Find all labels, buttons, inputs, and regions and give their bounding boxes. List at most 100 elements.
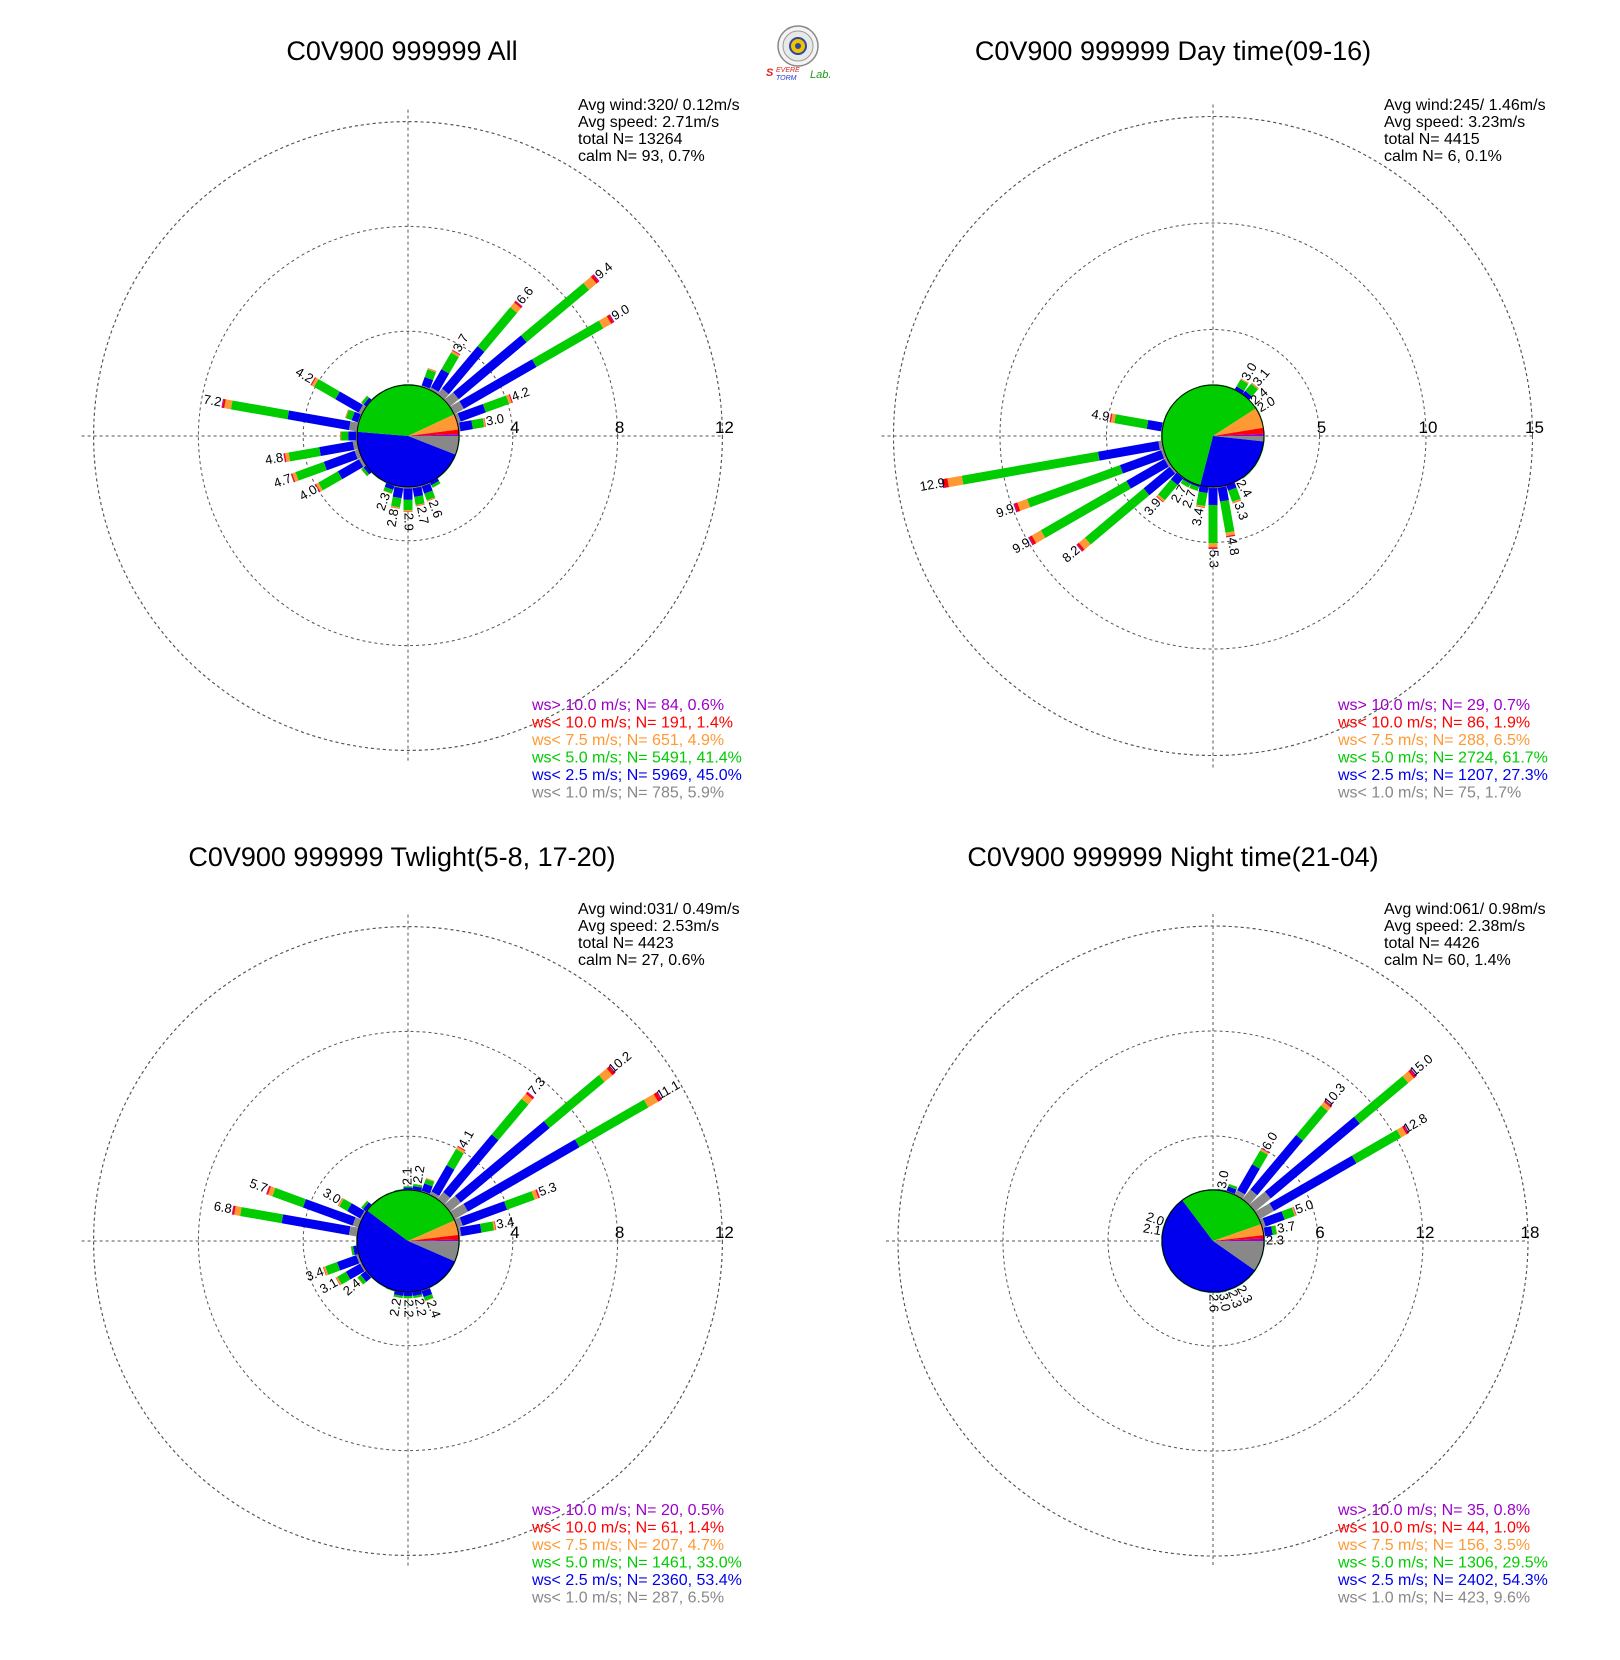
wind-bar-segment xyxy=(1262,1211,1285,1227)
wind-bar-segment xyxy=(941,479,945,489)
wind-bar-segment xyxy=(1029,535,1037,545)
wind-bar-segment xyxy=(1217,486,1229,502)
wind-bar-segment xyxy=(477,307,518,352)
wind-bar-label: 2.6 xyxy=(1207,1294,1222,1312)
wind-bar-segment xyxy=(421,377,434,389)
wind-bar-label: 3.0 xyxy=(1214,1169,1232,1189)
wind-bar-segment xyxy=(345,409,355,421)
wind-bar-segment xyxy=(1226,534,1236,538)
wind-bar-segment xyxy=(350,1246,355,1256)
wind-bar-segment xyxy=(314,379,340,400)
wind-bar-segment xyxy=(457,1145,466,1152)
wind-bar-segment xyxy=(1156,496,1164,503)
wind-bar: 4.0 xyxy=(296,457,367,503)
wind-bar-segment xyxy=(510,302,522,313)
wind-bar-segment xyxy=(1249,1191,1271,1212)
wind-bar-segment xyxy=(1183,1283,1192,1289)
wind-bar-segment xyxy=(1208,504,1218,544)
wind-bar-segment xyxy=(348,421,359,432)
wind-bar-label: 4.9 xyxy=(1090,406,1110,424)
wind-bar-segment xyxy=(1396,1126,1407,1138)
wind-bar-segment xyxy=(394,1290,404,1296)
wind-bar-segment xyxy=(415,503,425,507)
legend-entry: ws< 2.5 m/s; N= 1207, 27.3% xyxy=(1337,767,1548,784)
stats-line: Avg wind:320/ 0.12m/s xyxy=(578,97,740,114)
wind-bar-label: 2.2 xyxy=(402,1299,417,1317)
wind-bar-label: 2.1 xyxy=(399,1167,414,1185)
wind-bar-segment xyxy=(1226,385,1235,390)
wind-bar-segment xyxy=(527,1091,535,1098)
wind-bar-segment xyxy=(1249,1270,1256,1278)
wind-bar: 7.2 xyxy=(202,392,359,432)
wind-bar-label: 3.0 xyxy=(485,411,505,429)
wind-bar-segment xyxy=(1264,1116,1360,1199)
wind-bar-segment xyxy=(1217,1291,1227,1294)
wind-bar-segment xyxy=(457,1227,462,1237)
wind-bar-segment xyxy=(287,410,351,431)
wind-bar-segment xyxy=(403,1295,413,1299)
wind-bar-segment xyxy=(361,469,368,477)
wind-bar-segment xyxy=(441,352,459,374)
wind-bar-segment xyxy=(302,1199,356,1226)
ring-label: 18 xyxy=(1521,1223,1540,1242)
wind-rose-panel-1: 5 10 153.03.12.42.02.43.34.85.33.42.72.73.… xyxy=(881,97,1548,802)
wind-bar-segment xyxy=(429,1191,440,1200)
wind-bar-segment xyxy=(1275,1225,1278,1235)
stats-line: calm N= 60, 1.4% xyxy=(1384,952,1511,969)
wind-bar-segment xyxy=(484,417,487,427)
wind-bar-segment xyxy=(1251,382,1259,390)
stats-line: total N= 4426 xyxy=(1384,935,1480,952)
wind-bar: 2.1 xyxy=(399,1167,414,1190)
wind-bar-segment xyxy=(363,397,372,407)
wind-bar-segment xyxy=(1242,1277,1250,1284)
wind-rose-panel-0: 4 8 123.76.69.49.04.23.02.62.72.92.82.34.0… xyxy=(81,97,742,802)
wind-bar-segment xyxy=(378,1193,387,1199)
wind-bar-segment xyxy=(424,1178,435,1187)
wind-bar-segment xyxy=(531,1189,539,1200)
wind-bar-segment xyxy=(290,473,295,483)
panel-title-twilight: C0V900 999999 Twlight(5-8, 17-20) xyxy=(188,842,616,872)
wind-bar-segment xyxy=(291,473,296,483)
wind-bar-segment xyxy=(325,1262,341,1275)
wind-bar-segment xyxy=(494,1221,497,1231)
wind-bar-segment xyxy=(1242,390,1253,400)
panel-title-daytime: C0V900 999999 Day time(09-16) xyxy=(974,36,1372,66)
wind-bar-segment xyxy=(403,1187,413,1190)
wind-bar-segment xyxy=(535,1189,540,1199)
wind-bar-segment xyxy=(1114,414,1149,429)
ring-label: 10 xyxy=(1419,418,1438,437)
panel-title-all: C0V900 999999 All xyxy=(286,36,518,66)
wind-bar-segment xyxy=(284,452,291,463)
stats-line: Avg wind:031/ 0.49m/s xyxy=(578,901,740,918)
wind-bar-segment xyxy=(390,507,400,509)
wind-bar-segment xyxy=(338,1198,344,1207)
wind-bar-label: 9.9 xyxy=(994,500,1016,520)
wind-bar-segment xyxy=(429,1283,438,1289)
legend-entry: ws< 10.0 m/s; N= 61, 1.4% xyxy=(531,1520,724,1537)
wind-bar-segment xyxy=(403,1292,413,1296)
wind-bar-segment xyxy=(1228,487,1241,502)
ring-label: 4 xyxy=(510,418,519,437)
wind-bar-segment xyxy=(336,1255,360,1271)
wind-bar-segment xyxy=(360,1270,372,1282)
wind-bar: 3.4 xyxy=(304,1254,362,1284)
wind-bar-segment xyxy=(1158,479,1178,501)
wind-bar-segment xyxy=(515,300,523,307)
wind-bar-label: 3.4 xyxy=(495,1214,515,1232)
wind-bar: 2.2 xyxy=(402,1292,417,1318)
wind-bar-segment xyxy=(1182,477,1192,484)
wind-bar-segment xyxy=(356,1254,362,1264)
wind-bar-segment xyxy=(1161,431,1162,441)
wind-bar-segment xyxy=(1156,494,1165,502)
wind-bar-segment xyxy=(1240,378,1249,384)
wind-bar-segment xyxy=(1293,1206,1297,1216)
severe-storm-lab-logo: S EVERE TORM Lab. xyxy=(758,20,854,84)
wind-bar-segment xyxy=(427,368,437,373)
wind-bar-segment xyxy=(1402,1125,1409,1135)
wind-bar-segment xyxy=(449,401,464,415)
wind-bar-segment xyxy=(1255,406,1261,415)
wind-bar-segment xyxy=(1164,457,1172,467)
pie-slice xyxy=(1213,1241,1264,1271)
wind-bar-segment xyxy=(1097,441,1160,461)
wind-bar-label: 5.3 xyxy=(536,1179,558,1199)
